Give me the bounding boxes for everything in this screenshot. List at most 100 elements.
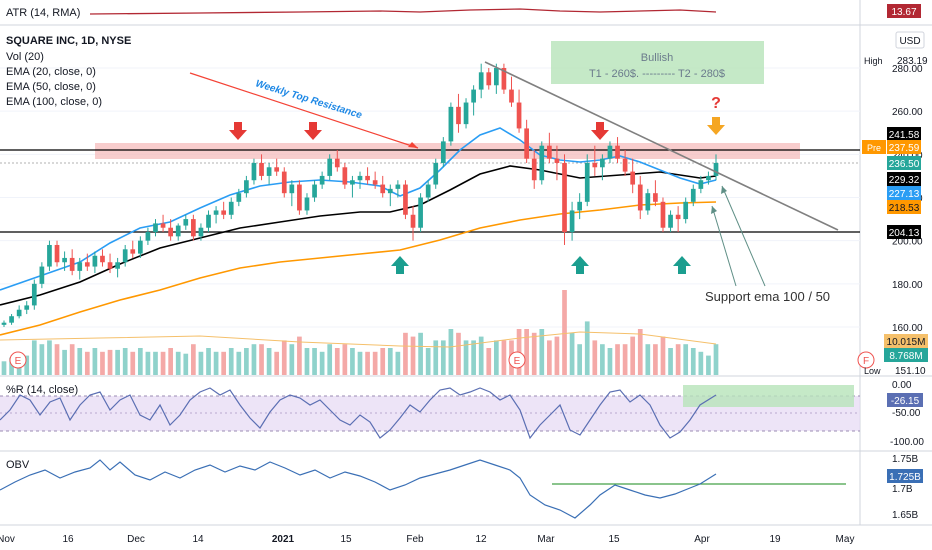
volume-bar [244, 348, 249, 375]
watch-arrow [707, 117, 725, 135]
wr-label[interactable]: %R (14, close) [6, 384, 78, 396]
candle-body [137, 240, 143, 254]
volume-bar [531, 332, 537, 375]
legend-ema50[interactable]: EMA (50, close, 0) [6, 81, 96, 93]
candle-body [592, 162, 598, 168]
currency-button[interactable] [895, 31, 925, 49]
candle-body [77, 262, 83, 271]
volume-bar [683, 344, 689, 375]
candle-body [168, 227, 173, 237]
candle-body [100, 255, 105, 263]
legend-ema100[interactable]: EMA (100, close, 0) [6, 96, 102, 108]
earnings-badge-label: E [15, 356, 22, 367]
ema100-value: 218.53 [889, 203, 920, 214]
obv-label[interactable]: OBV [6, 459, 30, 471]
earnings-badge[interactable] [508, 351, 526, 369]
candle-body [380, 184, 386, 194]
currency-label: USD [899, 36, 920, 47]
candle-body [297, 184, 302, 211]
price-tick: 200.00 [892, 237, 923, 248]
volume-bar [281, 340, 287, 375]
wr-tick-0: 0.00 [892, 380, 912, 391]
time-axis-label: Mar [537, 534, 555, 545]
volume-bar [690, 348, 696, 375]
volume-bar [403, 332, 408, 375]
symbol-title[interactable]: SQUARE INC, 1D, NYSE [6, 35, 131, 47]
volume-bar [334, 348, 340, 375]
resistance-arrow-head [408, 142, 418, 148]
candle-body [698, 180, 704, 189]
volume-bar [637, 329, 643, 375]
pointer-head [721, 186, 727, 194]
volume-bar [1, 361, 7, 375]
atr-value: 13.67 [891, 7, 916, 18]
earnings-badge-label: E [514, 356, 521, 367]
candle-body [486, 72, 492, 86]
wr-tick-50: -50.00 [892, 408, 921, 419]
volume-bar [160, 351, 166, 375]
candle-body [584, 162, 590, 202]
volume-ma-tag [884, 334, 928, 348]
volume-value: 8.768M [889, 351, 922, 362]
buy-arrow [571, 256, 589, 274]
low-tag: Low [864, 366, 881, 376]
candle-body [281, 171, 287, 194]
candle-body [372, 180, 378, 185]
volume-bar [39, 344, 45, 375]
candle-body [478, 72, 484, 90]
volume-bar [410, 336, 416, 375]
candle-body [334, 158, 340, 168]
volume-bar [539, 329, 545, 375]
candle-body [115, 262, 120, 269]
legend-ema20[interactable]: EMA (20, close, 0) [6, 66, 96, 78]
candle-body [433, 162, 439, 185]
candle-body [554, 158, 560, 163]
future-badge[interactable] [857, 351, 875, 369]
candle-body [569, 210, 575, 233]
volume-bar [312, 348, 317, 375]
volume-bar [584, 321, 590, 375]
candle-body [607, 145, 613, 159]
volume-ma-value: 10.015M [887, 337, 926, 348]
candle-body [675, 214, 681, 220]
volume-bar [251, 344, 257, 375]
obv-value-tag [887, 469, 923, 483]
support-pointer-ema50 [721, 185, 766, 287]
candle-body [463, 102, 469, 125]
candle-body [228, 201, 234, 215]
bullish-title: Bullish [641, 52, 673, 64]
candle-body [69, 257, 75, 271]
candle-body [62, 257, 67, 263]
candle-body [327, 158, 333, 176]
volume-bar [84, 351, 90, 375]
candle-body [683, 201, 689, 220]
candle-body [1, 322, 7, 325]
ema50-line [0, 165, 717, 306]
volume-bar [622, 344, 628, 375]
wr-tick-100: -100.00 [890, 437, 924, 448]
candle-body [175, 225, 181, 237]
volume-bar [100, 351, 105, 375]
pre-tag-box [862, 140, 886, 154]
last-price: 236.50 [889, 159, 920, 170]
volume-tag [884, 348, 928, 362]
volume-bars [1, 290, 719, 375]
high-tag: High [864, 56, 883, 66]
volume-bar [47, 340, 52, 375]
candle-body [198, 227, 204, 237]
candle-body [622, 158, 628, 172]
support-note: Support ema 100 / 50 [705, 289, 830, 304]
volume-bar [221, 351, 227, 375]
candle-body [236, 193, 242, 202]
legend-volume[interactable]: Vol (20) [6, 51, 44, 63]
resistance-arrow-line [189, 72, 419, 149]
volume-bar [191, 344, 196, 375]
candle-body [304, 197, 310, 211]
volume-bar [418, 332, 423, 375]
time-axis-label: 19 [769, 534, 781, 545]
candle-body [403, 184, 408, 215]
atr-line [89, 8, 717, 15]
earnings-badge[interactable] [9, 351, 27, 369]
obv-tick-175: 1.75B [892, 454, 918, 465]
